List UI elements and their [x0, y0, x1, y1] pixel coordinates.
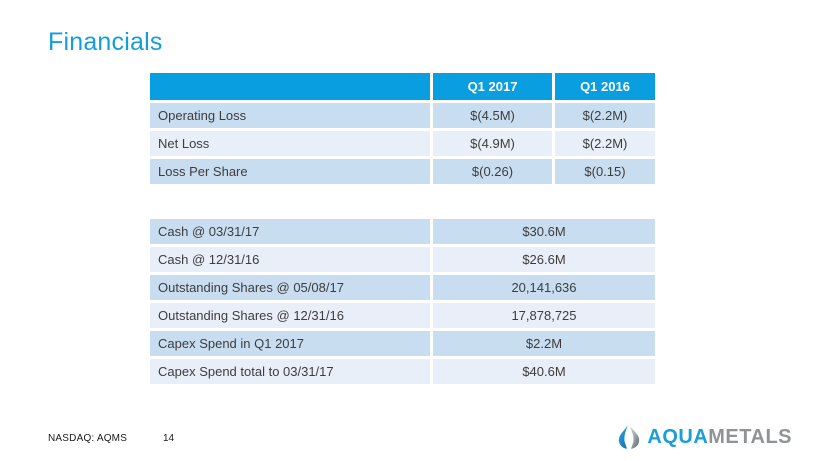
logo-text-aqua: AQUA — [647, 426, 709, 448]
page-title: Financials — [48, 28, 163, 56]
table-row-label: Cash @ 03/31/17 — [150, 219, 430, 244]
table-row-label: Capex Spend in Q1 2017 — [150, 331, 430, 356]
page-number: 14 — [163, 433, 175, 444]
table-cell-value: $30.6M — [433, 219, 655, 244]
table-cell-value: 17,878,725 — [433, 303, 655, 328]
balance-capex-table: Cash @ 03/31/17 $30.6M Cash @ 12/31/16 $… — [150, 219, 655, 384]
table-cell-value: 20,141,636 — [433, 275, 655, 300]
table-row-label: Outstanding Shares @ 05/08/17 — [150, 275, 430, 300]
table1-header-q1-2016: Q1 2016 — [555, 73, 655, 100]
table-cell-value: $(0.15) — [555, 159, 655, 184]
table-row-label: Net Loss — [150, 131, 430, 156]
table-row-label: Operating Loss — [150, 103, 430, 128]
table-cell-value: $26.6M — [433, 247, 655, 272]
table-cell-value: $(0.26) — [433, 159, 552, 184]
table1-header-blank — [150, 73, 430, 100]
ticker-label: NASDAQ: AQMS — [48, 433, 128, 444]
table-cell-value: $40.6M — [433, 359, 655, 384]
table1-header-q1-2017: Q1 2017 — [433, 73, 552, 100]
table-row-label: Capex Spend total to 03/31/17 — [150, 359, 430, 384]
table-cell-value: $2.2M — [433, 331, 655, 356]
table-cell-value: $(4.5M) — [433, 103, 552, 128]
table-cell-value: $(2.2M) — [555, 131, 655, 156]
table-cell-value: $(2.2M) — [555, 103, 655, 128]
table-cell-value: $(4.9M) — [433, 131, 552, 156]
aqua-metals-logo: AQUAMETALS — [616, 424, 792, 450]
logo-text-metals: METALS — [708, 426, 792, 448]
table-row-label: Outstanding Shares @ 12/31/16 — [150, 303, 430, 328]
table-row-label: Loss Per Share — [150, 159, 430, 184]
table-row-label: Cash @ 12/31/16 — [150, 247, 430, 272]
droplet-icon — [619, 425, 640, 449]
quarterly-results-table: Q1 2017 Q1 2016 Operating Loss $(4.5M) $… — [150, 73, 655, 184]
